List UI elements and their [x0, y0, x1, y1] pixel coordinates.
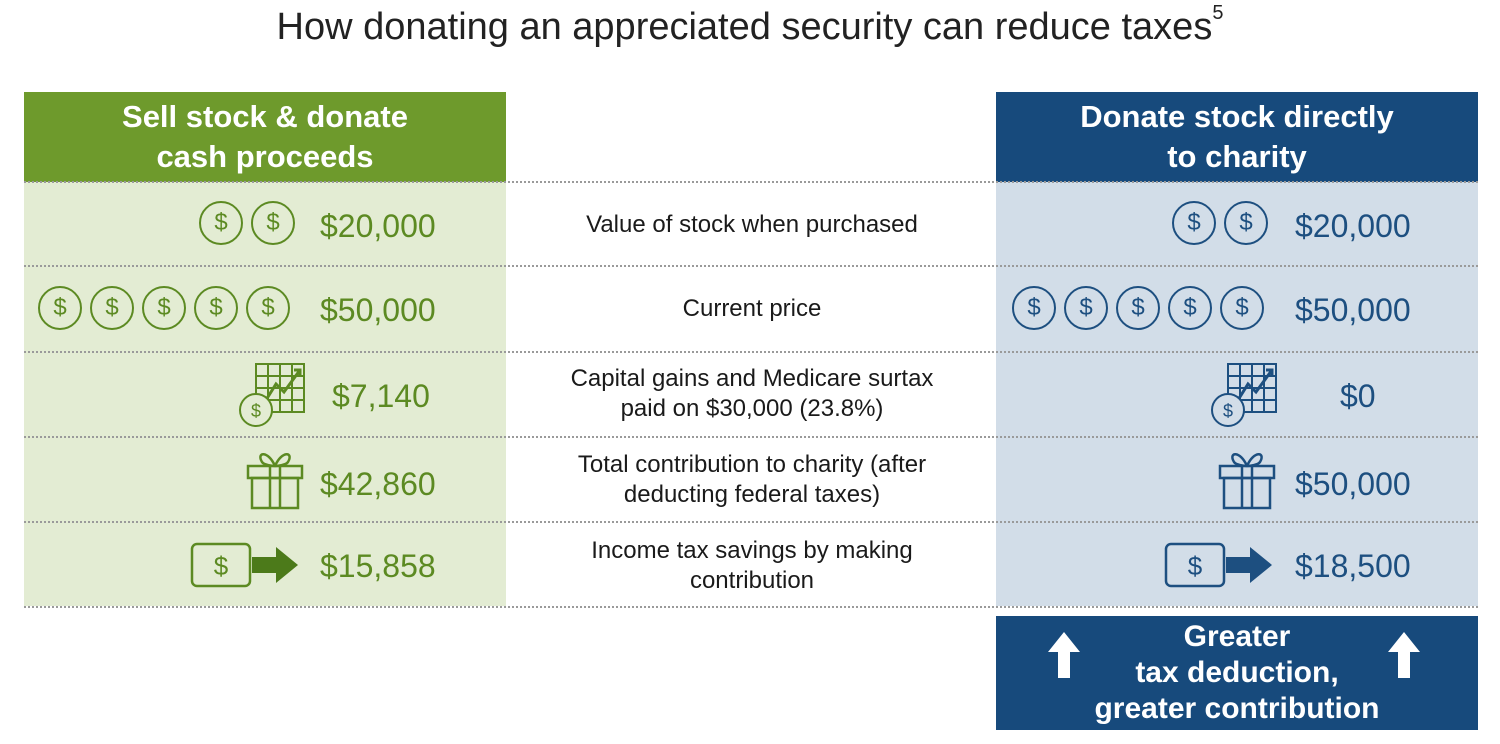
- coin-icon: $: [1012, 286, 1056, 330]
- banner-line2: tax deduction,: [1135, 656, 1339, 689]
- row-label-line1: Income tax savings by making: [591, 537, 913, 564]
- up-arrow-icon: [1048, 632, 1080, 678]
- right-value-current: $50,000: [1295, 292, 1411, 328]
- right-value-capital-gains: $0: [1340, 378, 1376, 414]
- left-header-line1: Sell stock & donate: [122, 99, 408, 134]
- row-label-line2: contribution: [689, 567, 815, 594]
- coin-icon: $: [1064, 286, 1108, 330]
- coin-icon: $: [194, 286, 238, 330]
- coin-icon: $: [38, 286, 82, 330]
- left-value-capital-gains: $7,140: [332, 378, 430, 414]
- left-cash-arrow-icon: $: [190, 542, 298, 588]
- right-column-header: Donate stock directly to charity: [996, 92, 1478, 182]
- row-label-line1: Capital gains and Medicare surtax: [570, 365, 934, 392]
- row-label-capital-gains: Capital gains and Medicare surtax paid o…: [520, 364, 984, 424]
- right-value-contribution: $50,000: [1295, 466, 1411, 502]
- title-footnote: 5: [1212, 2, 1224, 25]
- left-column-header: Sell stock & donate cash proceeds: [24, 92, 506, 182]
- row-label-line2: paid on $30,000 (23.8%): [620, 395, 884, 422]
- row-label-line1: Value of stock when purchased: [586, 211, 918, 238]
- row-label-purchase: Value of stock when purchased: [520, 210, 984, 240]
- left-value-tax-savings: $15,858: [320, 548, 436, 584]
- row-label-line1: Current price: [682, 295, 822, 322]
- row-separator: [24, 181, 1478, 183]
- up-arrow-icon: [1388, 632, 1420, 678]
- coin-symbol: $: [1223, 401, 1233, 421]
- row-separator: [24, 606, 1478, 608]
- coin-icon: $: [1172, 201, 1216, 245]
- row-label-current: Current price: [520, 294, 984, 324]
- left-chart-coin-icon: $: [239, 363, 305, 427]
- coin-symbol: $: [251, 401, 261, 421]
- row-separator: [24, 521, 1478, 523]
- cash-symbol: $: [1188, 551, 1203, 581]
- banner-line3: greater contribution: [1094, 692, 1380, 725]
- row-label-line2: deducting federal taxes): [623, 481, 881, 508]
- coin-icon: $: [1220, 286, 1264, 330]
- left-gift-icon: [246, 453, 304, 510]
- left-column-background: [24, 182, 506, 606]
- coin-icon: $: [1168, 286, 1212, 330]
- left-header-line2: cash proceeds: [156, 139, 374, 174]
- right-gift-icon: [1218, 453, 1276, 510]
- right-chart-coin-icon: $: [1211, 363, 1277, 427]
- right-value-purchase: $20,000: [1295, 208, 1411, 244]
- right-header-line1: Donate stock directly: [1080, 99, 1394, 134]
- left-value-contribution: $42,860: [320, 466, 436, 502]
- coin-icon: $: [199, 201, 243, 245]
- title-text: How donating an appreciated security can…: [276, 6, 1213, 48]
- row-separator: [24, 351, 1478, 353]
- coin-icon: $: [142, 286, 186, 330]
- right-header-line2: to charity: [1167, 139, 1307, 174]
- banner-line1: Greater: [1183, 620, 1291, 653]
- left-value-current: $50,000: [320, 292, 436, 328]
- row-label-contribution: Total contribution to charity (after ded…: [520, 450, 984, 510]
- coin-icon: $: [1224, 201, 1268, 245]
- coin-icon: $: [1116, 286, 1160, 330]
- row-separator: [24, 265, 1478, 267]
- right-value-tax-savings: $18,500: [1295, 548, 1411, 584]
- left-two-coins-icon: $ $: [199, 201, 303, 247]
- cash-symbol: $: [214, 551, 229, 581]
- left-value-purchase: $20,000: [320, 208, 436, 244]
- right-five-coins-icon: $ $ $ $ $: [1012, 286, 1272, 332]
- greater-contribution-banner: Greater tax deduction, greater contribut…: [996, 616, 1478, 730]
- right-cash-arrow-icon: $: [1164, 542, 1272, 588]
- coin-icon: $: [246, 286, 290, 330]
- left-five-coins-icon: $ $ $ $ $: [38, 286, 298, 332]
- right-column-background: [996, 182, 1478, 606]
- row-label-line1: Total contribution to charity (after: [577, 451, 927, 478]
- coin-icon: $: [90, 286, 134, 330]
- row-label-tax-savings: Income tax savings by making contributio…: [520, 536, 984, 596]
- row-separator: [24, 436, 1478, 438]
- right-two-coins-icon: $ $: [1172, 201, 1276, 247]
- coin-icon: $: [251, 201, 295, 245]
- page-title: How donating an appreciated security can…: [0, 2, 1500, 49]
